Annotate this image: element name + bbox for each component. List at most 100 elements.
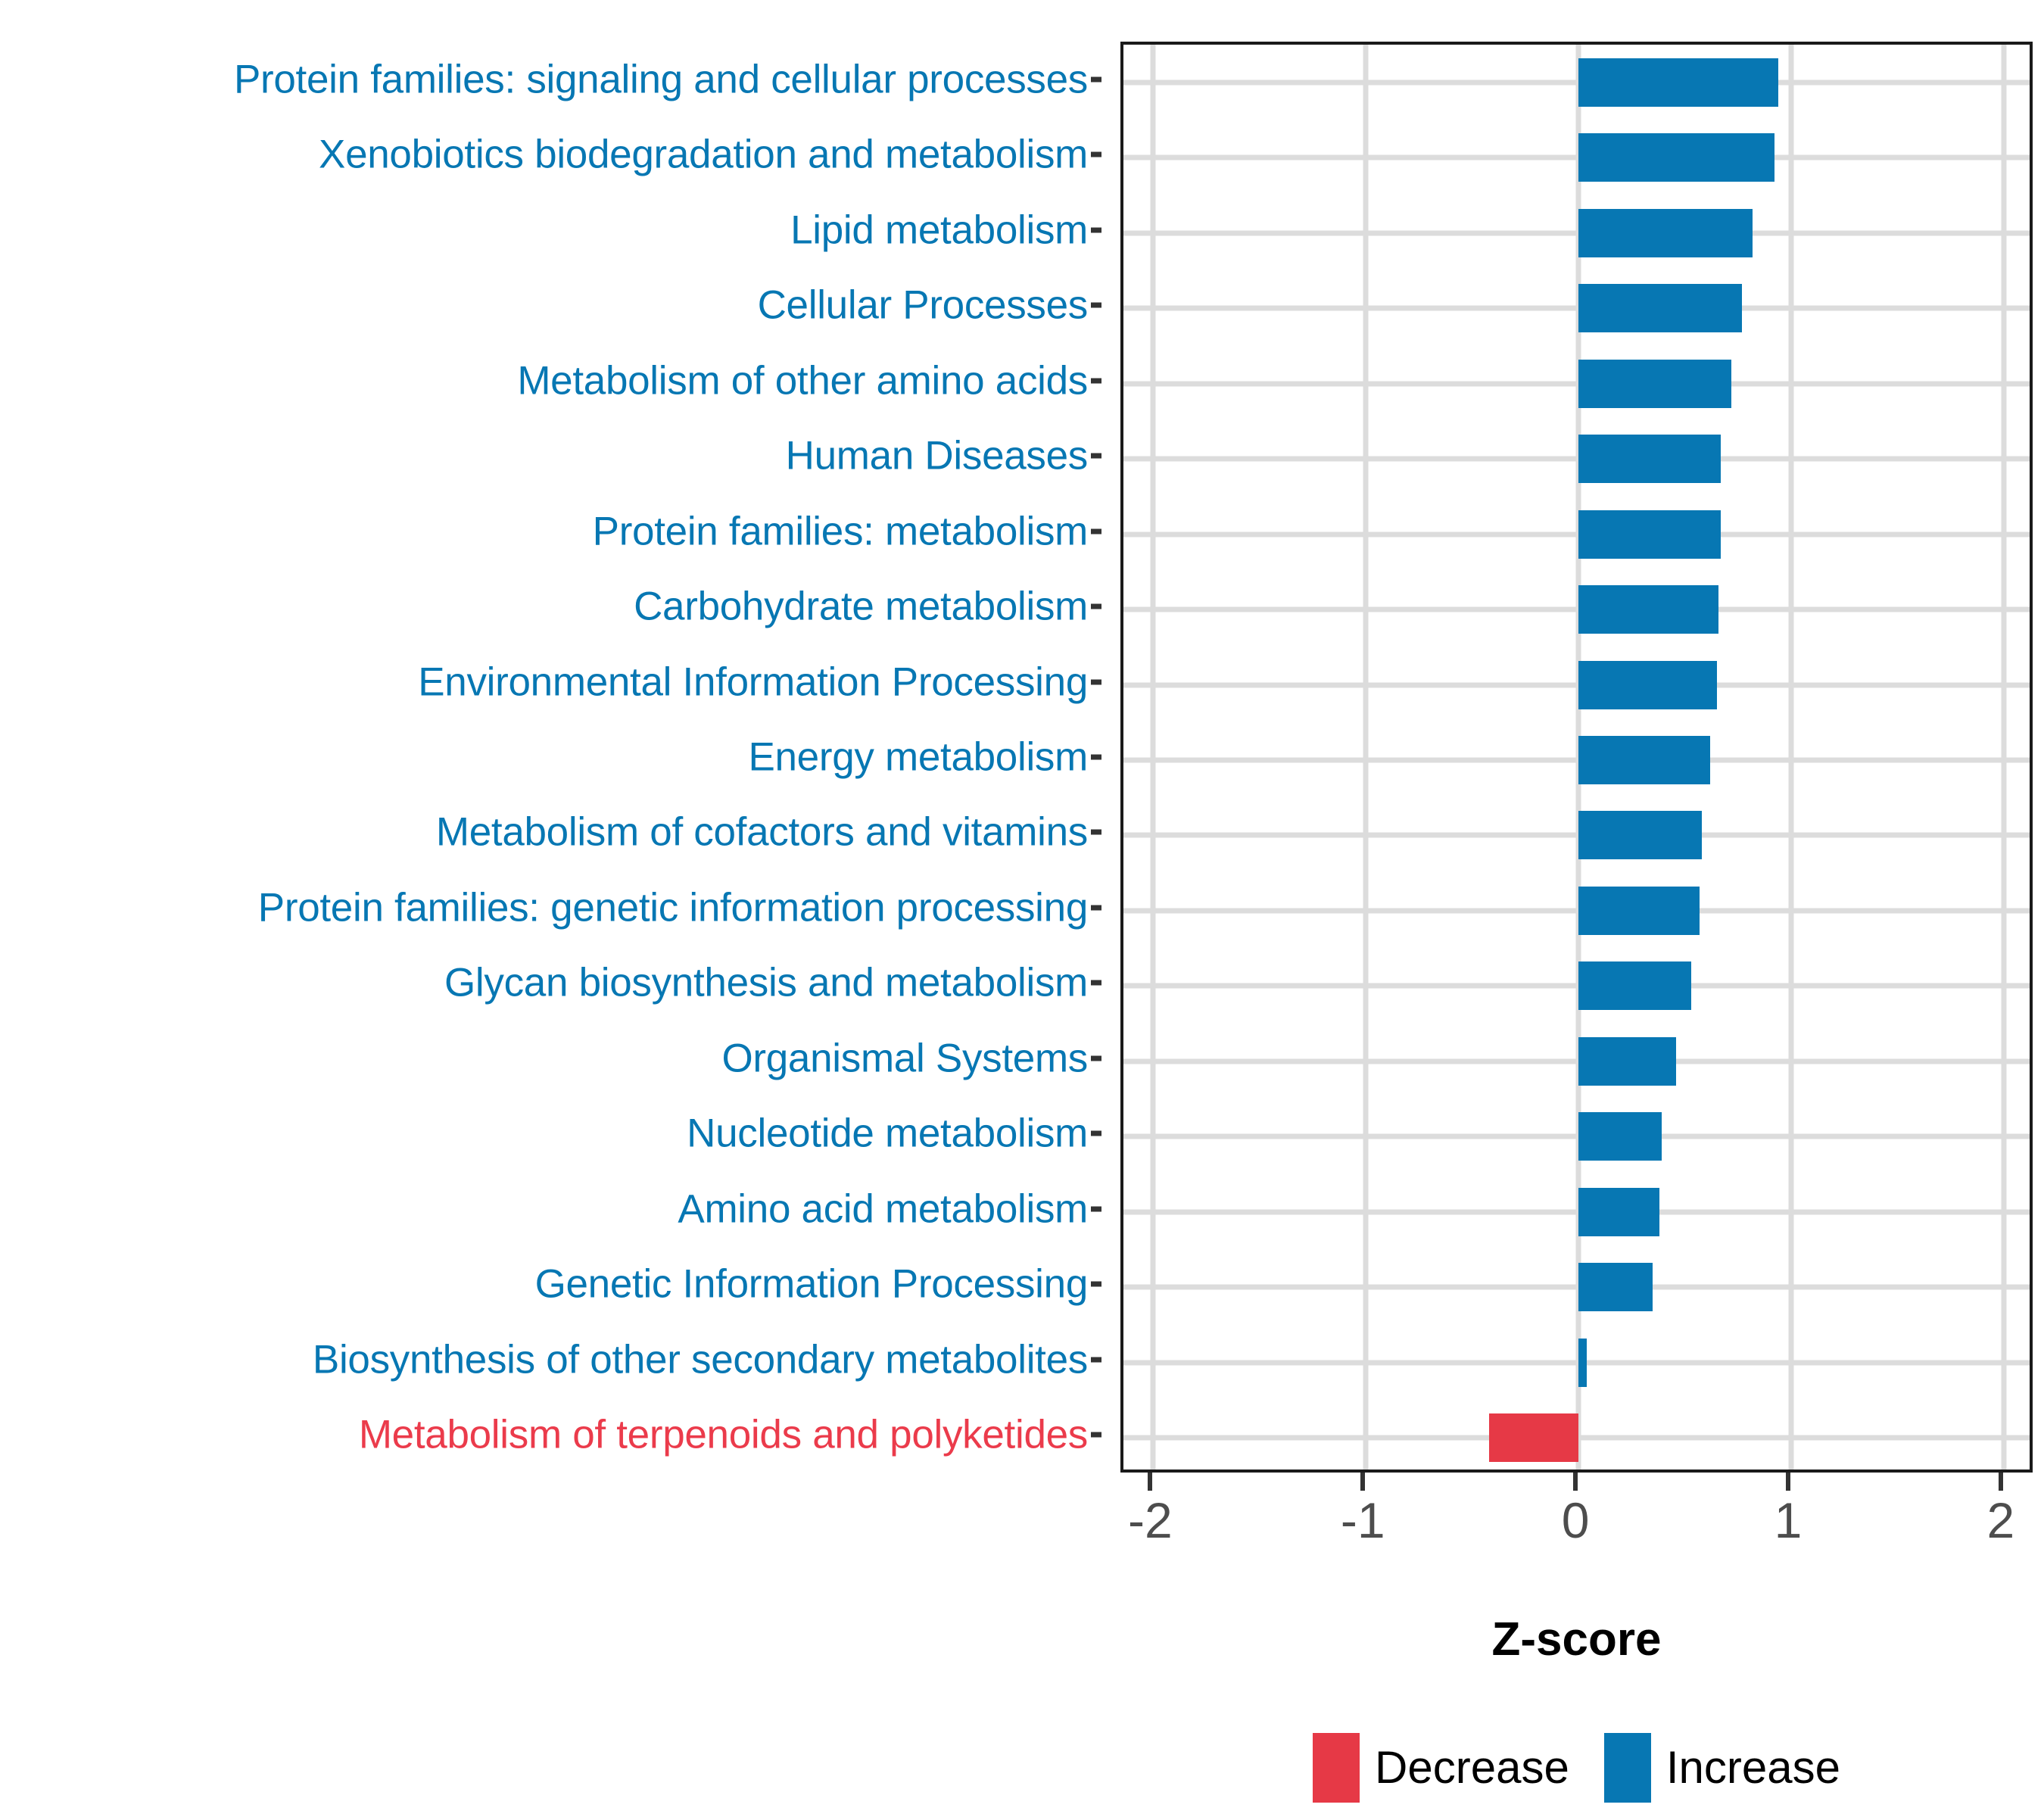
horizontal-gridline <box>1123 832 2030 838</box>
horizontal-gridline <box>1123 305 2030 311</box>
category-label: Biosynthesis of other secondary metaboli… <box>312 1337 1088 1382</box>
legend-entry[interactable]: Increase <box>1603 1733 1840 1803</box>
bar[interactable] <box>1578 1036 1677 1086</box>
bar[interactable] <box>1578 886 1700 935</box>
horizontal-gridline <box>1123 1058 2030 1064</box>
x-axis-tickmark <box>1785 1473 1790 1491</box>
x-axis-tick-labels: -2 -1 0 1 2 <box>1120 1495 2033 1563</box>
category-label-column: Protein families: signaling and cellular… <box>0 42 1101 1473</box>
category-label: Protein families: signaling and cellular… <box>233 57 1088 102</box>
horizontal-gridline <box>1123 1360 2030 1366</box>
horizontal-gridline <box>1123 682 2030 688</box>
horizontal-gridline <box>1123 531 2030 538</box>
y-axis-tickmark <box>1091 754 1101 760</box>
bar[interactable] <box>1578 736 1711 784</box>
y-axis-tickmark <box>1091 1357 1101 1363</box>
horizontal-gridline <box>1123 606 2030 612</box>
bar[interactable] <box>1578 435 1722 484</box>
category-label: Metabolism of cofactors and vitamins <box>435 809 1088 855</box>
bar[interactable] <box>1578 1112 1662 1161</box>
vertical-gridline <box>1363 45 1369 1469</box>
y-axis-tickmark <box>1091 603 1101 609</box>
horizontal-gridline <box>1123 381 2030 387</box>
y-axis-tickmark <box>1091 679 1101 685</box>
category-label: Genetic Information Processing <box>534 1261 1089 1307</box>
horizontal-gridline <box>1123 154 2030 161</box>
x-axis-tick-label: -1 <box>1340 1492 1385 1548</box>
bar[interactable] <box>1578 1338 1588 1387</box>
horizontal-gridline <box>1123 1284 2030 1290</box>
category-label: Metabolism of other amino acids <box>517 358 1088 404</box>
legend-swatch-decrease <box>1313 1733 1360 1803</box>
x-axis-tickmark <box>1573 1473 1578 1491</box>
y-axis-tickmark <box>1091 1206 1101 1212</box>
category-label: Protein families: genetic information pr… <box>257 885 1089 930</box>
x-axis-title: Z-score <box>1491 1613 1662 1666</box>
legend-label: Decrease <box>1375 1742 1569 1793</box>
y-axis-tickmark <box>1091 151 1101 157</box>
category-label: Metabolism of terpenoids and polyketides <box>358 1412 1088 1457</box>
bar[interactable] <box>1578 133 1774 182</box>
category-label: Xenobiotics biodegradation and metabolis… <box>319 132 1088 177</box>
y-axis-tickmark <box>1091 227 1101 233</box>
horizontal-gridline <box>1123 908 2030 914</box>
bar[interactable] <box>1578 811 1702 860</box>
y-axis-tickmark <box>1091 1281 1101 1287</box>
horizontal-gridline <box>1123 456 2030 462</box>
bar[interactable] <box>1578 58 1779 107</box>
bar[interactable] <box>1578 208 1753 257</box>
x-axis-tickmark <box>1360 1473 1366 1491</box>
y-axis-tickmark <box>1091 76 1101 83</box>
x-axis-tick-label: 0 <box>1561 1492 1590 1548</box>
bar[interactable] <box>1578 1187 1659 1236</box>
category-label: Cellular Processes <box>757 282 1089 328</box>
y-axis-tickmark <box>1091 453 1101 459</box>
bar[interactable] <box>1578 284 1743 333</box>
x-axis-tickmark <box>1148 1473 1153 1491</box>
x-axis-tick-label: 1 <box>1774 1492 1803 1548</box>
legend-label: Increase <box>1665 1742 1840 1793</box>
y-axis-tickmark <box>1091 1432 1101 1438</box>
plot-panel <box>1120 42 2033 1473</box>
category-label: Glycan biosynthesis and metabolism <box>444 960 1088 1005</box>
legend-swatch-increase <box>1603 1733 1651 1803</box>
horizontal-gridline <box>1123 230 2030 236</box>
bar[interactable] <box>1578 585 1719 634</box>
y-axis-tickmark <box>1091 378 1101 384</box>
y-axis-tickmark <box>1091 528 1101 535</box>
category-label: Protein families: metabolism <box>592 509 1089 554</box>
horizontal-gridline <box>1123 1133 2030 1139</box>
legend: Decrease Increase <box>1120 1719 2033 1817</box>
y-axis-tickmark <box>1091 1130 1101 1136</box>
bar[interactable] <box>1578 961 1691 1011</box>
y-axis-tickmark <box>1091 302 1101 308</box>
category-label: Carbohydrate metabolism <box>634 584 1088 629</box>
bar[interactable] <box>1578 359 1732 408</box>
category-label: Amino acid metabolism <box>678 1186 1088 1232</box>
y-axis-tickmark <box>1091 905 1101 911</box>
horizontal-gridline <box>1123 983 2030 989</box>
category-label: Organismal Systems <box>721 1036 1088 1081</box>
legend-entry[interactable]: Decrease <box>1313 1733 1569 1803</box>
y-axis-tickmark <box>1091 1055 1101 1061</box>
category-label: Environmental Information Processing <box>418 659 1088 705</box>
y-axis-tickmark <box>1091 829 1101 835</box>
vertical-gridline <box>1150 45 1156 1469</box>
category-label: Human Diseases <box>785 433 1089 478</box>
bar[interactable] <box>1578 1263 1653 1312</box>
bar[interactable] <box>1578 660 1717 709</box>
x-axis-tickmarks <box>1120 1473 2033 1491</box>
horizontal-gridline <box>1123 1209 2030 1215</box>
horizontal-gridline <box>1123 757 2030 763</box>
x-axis-tick-label: -2 <box>1127 1492 1173 1548</box>
bar[interactable] <box>1578 510 1722 559</box>
vertical-gridline <box>1788 45 1794 1469</box>
y-axis-tickmark <box>1091 980 1101 986</box>
category-label: Nucleotide metabolism <box>687 1111 1088 1156</box>
x-axis-tick-label: 2 <box>1986 1492 2015 1548</box>
bar[interactable] <box>1489 1413 1579 1463</box>
vertical-gridline <box>2001 45 2007 1469</box>
category-label: Lipid metabolism <box>790 207 1088 253</box>
x-axis-tickmark <box>1998 1473 2003 1491</box>
